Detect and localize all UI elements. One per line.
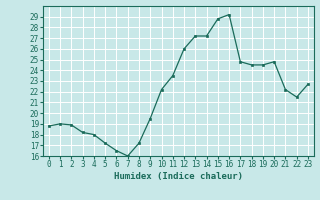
X-axis label: Humidex (Indice chaleur): Humidex (Indice chaleur)	[114, 172, 243, 181]
